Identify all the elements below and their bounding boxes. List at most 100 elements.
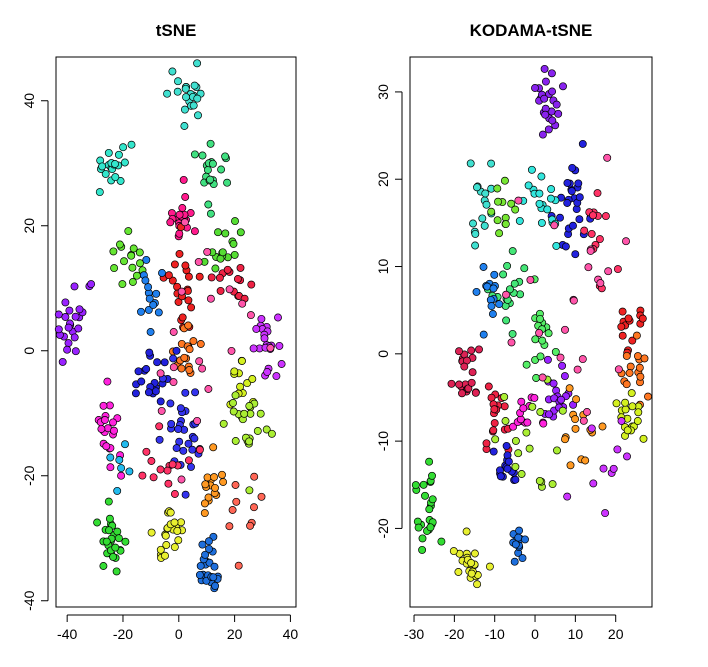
kodama-tsne-point <box>419 480 428 489</box>
kodama-tsne-point <box>421 491 429 500</box>
tsne-point <box>225 522 234 531</box>
kodama-tsne-point <box>479 263 488 271</box>
kodama-tsne-point <box>428 471 436 480</box>
kodama-tsne-point <box>502 316 511 325</box>
kodama-tsne-point <box>543 355 552 364</box>
tsne-point <box>193 94 202 103</box>
tsne-point <box>105 526 113 535</box>
tsne-point <box>152 289 161 298</box>
kodama-tsne-point <box>525 444 534 453</box>
tsne-point <box>118 280 127 289</box>
tsne-point <box>272 372 281 381</box>
kodama-tsne-point <box>467 378 476 387</box>
tsne-point <box>160 358 169 367</box>
kodama-tsne-point <box>493 216 502 225</box>
tsne-point <box>149 473 158 482</box>
kodama-tsne-point <box>636 372 645 381</box>
tsne-point <box>253 427 262 435</box>
kodama-tsne-point <box>544 329 553 338</box>
tsne-point <box>166 399 175 408</box>
tsne-point <box>161 531 170 540</box>
kodama-tsne-point <box>563 492 572 501</box>
tsne-point <box>109 247 118 256</box>
kodama-tsne-point <box>502 290 510 299</box>
tsne-point <box>229 407 238 416</box>
kodama-tsne-point <box>482 439 491 448</box>
tsne-point <box>179 175 188 184</box>
kodama-tsne-point <box>540 94 549 103</box>
kodama-tsne-point <box>573 365 582 374</box>
kodama-tsne-point <box>559 82 567 91</box>
kodama-tsne-point <box>468 368 477 377</box>
tsne-point <box>161 551 169 560</box>
tsne-point <box>149 300 158 309</box>
kodama-tsne-point <box>538 130 547 139</box>
tsne-point <box>121 537 130 546</box>
tsne-point <box>256 409 265 418</box>
tsne-point <box>210 473 219 482</box>
tsne-point <box>162 541 171 549</box>
tsne-point <box>142 365 151 373</box>
kodama-tsne-point <box>617 322 626 331</box>
tsne-point <box>121 440 129 449</box>
tsne-point <box>127 140 136 149</box>
kodama-tsne-point <box>599 464 608 473</box>
kodama-tsne-point <box>515 526 524 535</box>
tsne-point <box>111 160 119 168</box>
tsne-point <box>163 466 172 475</box>
kodama-tsne-point <box>485 562 494 571</box>
tsne-point <box>155 435 164 444</box>
kodama-tsne-y-tick-label: 20 <box>375 171 391 187</box>
tsne-title: tSNE <box>156 21 197 40</box>
tsne-point <box>180 105 189 114</box>
kodama-tsne-point <box>471 388 480 397</box>
kodama-tsne-point <box>614 365 623 374</box>
tsne-point <box>144 283 153 292</box>
kodama-tsne-point <box>622 237 630 246</box>
tsne-point <box>231 217 239 226</box>
kodama-tsne-point <box>537 218 546 227</box>
tsne-point <box>252 324 261 333</box>
tsne-point <box>236 382 245 391</box>
tsne-point <box>263 368 272 376</box>
tsne-point <box>230 367 239 376</box>
kodama-tsne-point <box>563 179 572 187</box>
kodama-tsne-point <box>557 395 566 404</box>
tsne-point <box>168 460 177 469</box>
tsne-point <box>198 364 207 373</box>
tsne-point <box>198 151 207 160</box>
kodama-tsne-point <box>618 331 627 340</box>
kodama-tsne-point <box>466 159 475 168</box>
tsne-point <box>99 562 108 570</box>
tsne-point <box>211 483 219 492</box>
tsne-point <box>95 188 104 197</box>
kodama-tsne-point <box>571 415 580 424</box>
kodama-tsne-point <box>583 408 591 416</box>
kodama-tsne-point <box>514 449 523 458</box>
kodama-tsne-point <box>568 163 577 172</box>
tsne-point <box>190 81 199 90</box>
tsne-point <box>257 492 266 501</box>
tsne-y-tick-label: 20 <box>21 218 37 234</box>
kodama-tsne-point <box>449 547 458 556</box>
kodama-tsne-point <box>539 419 548 428</box>
tsne-point <box>200 499 209 508</box>
kodama-tsne-point <box>587 424 596 433</box>
tsne-point <box>106 453 115 462</box>
kodama-tsne-point <box>489 447 498 456</box>
tsne-point <box>228 506 237 514</box>
tsne-point <box>93 518 102 527</box>
kodama-tsne-point <box>522 428 531 437</box>
kodama-tsne-point <box>473 183 481 192</box>
tsne-point <box>193 416 202 425</box>
tsne-point <box>181 388 190 397</box>
kodama-tsne-point <box>578 139 587 148</box>
tsne-point <box>115 240 124 249</box>
kodama-tsne-point <box>627 389 636 398</box>
kodama-tsne-point <box>632 331 641 340</box>
tsne-point <box>164 271 173 280</box>
kodama-tsne-point <box>484 382 493 391</box>
tsne-point <box>172 346 181 355</box>
tsne-point <box>247 280 256 289</box>
